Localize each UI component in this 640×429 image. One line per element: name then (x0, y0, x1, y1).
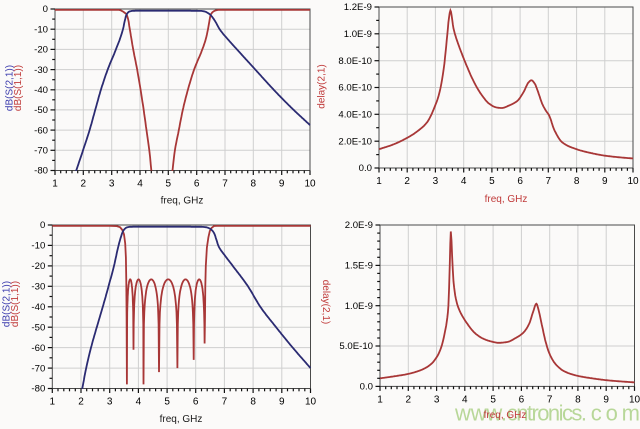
svg-text:7: 7 (222, 179, 228, 190)
svg-text:6.0E-10: 6.0E-10 (338, 83, 372, 94)
svg-text:6: 6 (194, 179, 200, 190)
svg-text:4: 4 (462, 394, 468, 405)
svg-text:-30: -30 (34, 65, 48, 76)
svg-text:10: 10 (305, 397, 317, 408)
svg-text:-80: -80 (34, 166, 48, 177)
svg-text:1: 1 (377, 394, 383, 405)
svg-text:-70: -70 (34, 146, 48, 157)
svg-text:4.0E-10: 4.0E-10 (338, 110, 372, 121)
svg-text:9: 9 (603, 394, 609, 405)
svg-text:3: 3 (433, 176, 439, 187)
svg-text:5: 5 (166, 179, 172, 190)
svg-text:8.0E-10: 8.0E-10 (338, 56, 372, 67)
svg-text:1: 1 (52, 179, 58, 190)
svg-text:10: 10 (629, 394, 640, 405)
svg-text:4: 4 (137, 179, 143, 190)
svg-text:www.cntronics.com: www.cntronics.com (454, 401, 640, 426)
svg-text:dB(S(1,1)): dB(S(1,1)) (13, 65, 24, 111)
svg-text:5: 5 (164, 397, 170, 408)
svg-text:0: 0 (40, 220, 45, 231)
svg-text:-20: -20 (31, 261, 45, 272)
svg-text:-60: -60 (34, 125, 48, 136)
svg-text:9: 9 (279, 179, 285, 190)
svg-text:-40: -40 (31, 302, 45, 313)
svg-text:-70: -70 (31, 363, 45, 374)
svg-text:-50: -50 (31, 322, 45, 333)
svg-text:3: 3 (109, 179, 115, 190)
svg-text:10: 10 (304, 179, 316, 190)
svg-text:4: 4 (461, 176, 467, 187)
svg-text:7: 7 (547, 394, 553, 405)
svg-text:8: 8 (575, 394, 581, 405)
svg-text:8: 8 (251, 179, 257, 190)
svg-text:8: 8 (574, 176, 580, 187)
svg-text:2: 2 (404, 176, 410, 187)
svg-text:1.5E-9: 1.5E-9 (345, 261, 373, 272)
svg-text:1: 1 (50, 397, 56, 408)
svg-text:3: 3 (434, 394, 440, 405)
svg-text:2: 2 (81, 179, 87, 190)
svg-text:1.0E-9: 1.0E-9 (345, 301, 373, 312)
svg-text:-50: -50 (34, 105, 48, 116)
svg-text:freq, GHz: freq, GHz (484, 410, 527, 421)
svg-text:9: 9 (602, 176, 608, 187)
svg-text:-80: -80 (31, 384, 45, 395)
svg-text:dB(S(2,1)): dB(S(2,1)) (2, 281, 13, 327)
svg-text:-40: -40 (34, 85, 48, 96)
svg-text:7: 7 (546, 176, 552, 187)
svg-text:-20: -20 (34, 45, 48, 56)
svg-text:2.0E-9: 2.0E-9 (345, 220, 373, 231)
svg-text:6: 6 (519, 394, 525, 405)
svg-text:dB(S(2,1)): dB(S(2,1)) (5, 65, 16, 111)
svg-text:9: 9 (279, 397, 285, 408)
svg-text:freq, GHz: freq, GHz (485, 194, 528, 205)
svg-text:3: 3 (107, 397, 113, 408)
svg-text:1.0E-9: 1.0E-9 (344, 29, 372, 40)
svg-text:-10: -10 (34, 24, 48, 35)
svg-text:dB(S(1,1)): dB(S(1,1)) (10, 281, 21, 327)
svg-text:2: 2 (406, 394, 412, 405)
svg-text:-30: -30 (31, 282, 45, 293)
svg-text:0.0: 0.0 (359, 163, 372, 174)
svg-text:10: 10 (627, 176, 639, 187)
svg-text:5: 5 (489, 176, 495, 187)
svg-text:0: 0 (43, 4, 48, 15)
svg-text:delay(2,1): delay(2,1) (317, 64, 328, 108)
svg-text:-10: -10 (31, 241, 45, 252)
svg-text:5.0E-10: 5.0E-10 (339, 341, 373, 352)
svg-text:8: 8 (250, 397, 256, 408)
svg-text:2.0E-10: 2.0E-10 (338, 136, 372, 147)
svg-text:1: 1 (376, 176, 382, 187)
svg-text:delay(2,1): delay(2,1) (320, 280, 331, 324)
svg-text:7: 7 (222, 397, 228, 408)
svg-text:freq, GHz: freq, GHz (160, 414, 203, 425)
svg-text:6: 6 (193, 397, 199, 408)
svg-text:-60: -60 (31, 343, 45, 354)
svg-text:1.2E-9: 1.2E-9 (344, 2, 372, 13)
svg-text:6: 6 (517, 176, 523, 187)
svg-text:5: 5 (490, 394, 496, 405)
svg-text:0.0: 0.0 (360, 382, 373, 393)
svg-text:freq, GHz: freq, GHz (161, 196, 204, 207)
svg-text:4: 4 (136, 397, 142, 408)
svg-text:2: 2 (78, 397, 84, 408)
